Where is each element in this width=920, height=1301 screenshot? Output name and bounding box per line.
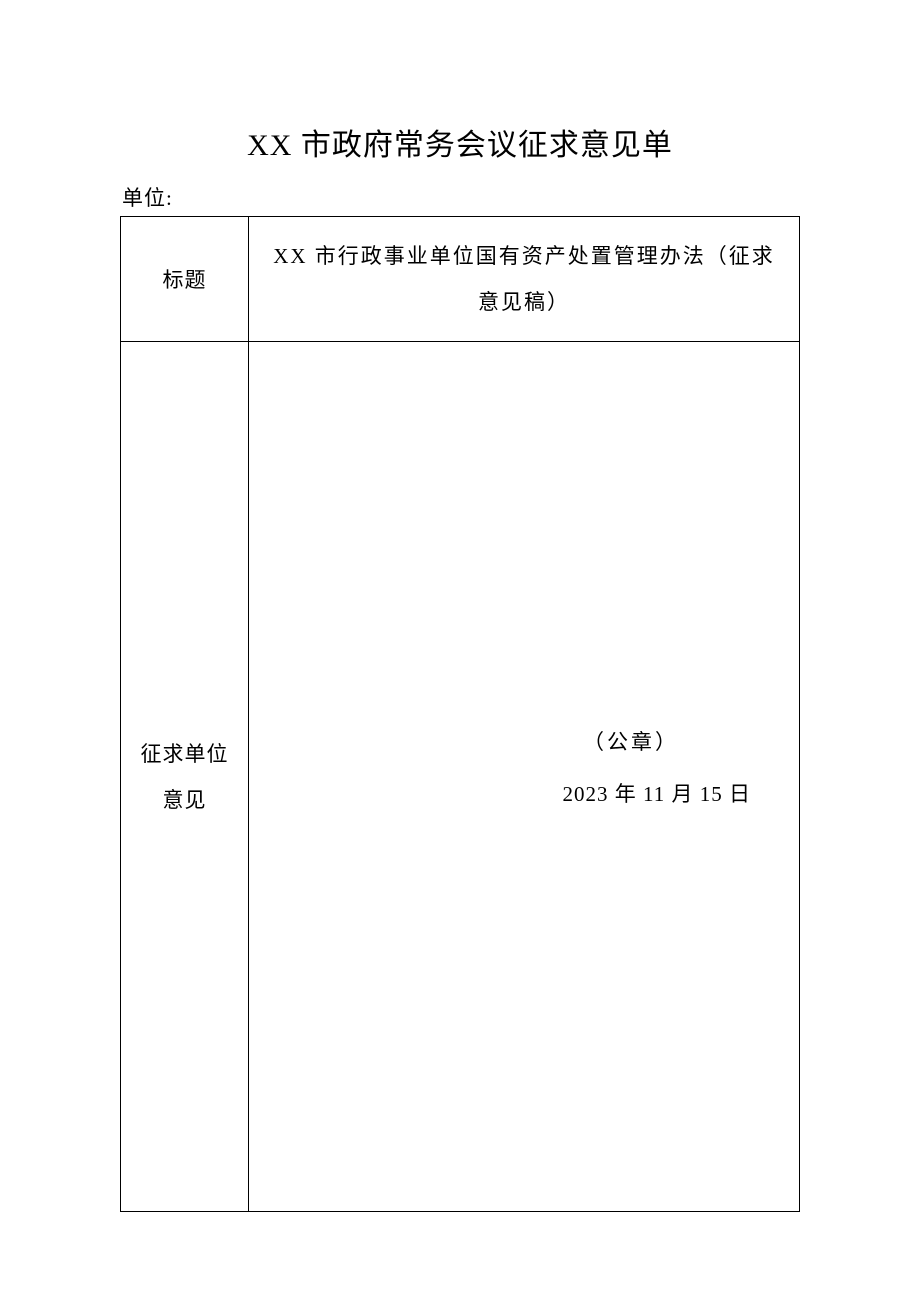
opinion-label-line2: 意见 [163,788,207,812]
opinion-label-cell: 征求单位 意见 [121,342,249,1212]
table-row: 标题 XX 市行政事业单位国有资产处置管理办法（征求意见稿） [121,217,800,342]
opinion-form-table: 标题 XX 市行政事业单位国有资产处置管理办法（征求意见稿） 征求单位 意见 （… [120,216,800,1212]
title-label-cell: 标题 [121,217,249,342]
date-text: 2023 年 11 月 15 日 [249,778,769,808]
opinion-value-cell: （公章） 2023 年 11 月 15 日 [249,342,800,1212]
table-row: 征求单位 意见 （公章） 2023 年 11 月 15 日 [121,342,800,1212]
stamp-text: （公章） [249,726,769,756]
title-value-cell: XX 市行政事业单位国有资产处置管理办法（征求意见稿） [249,217,800,342]
unit-label: 单位: [120,182,800,212]
opinion-label-line1: 征求单位 [141,742,229,766]
page-title: XX 市政府常务会议征求意见单 [120,120,800,164]
